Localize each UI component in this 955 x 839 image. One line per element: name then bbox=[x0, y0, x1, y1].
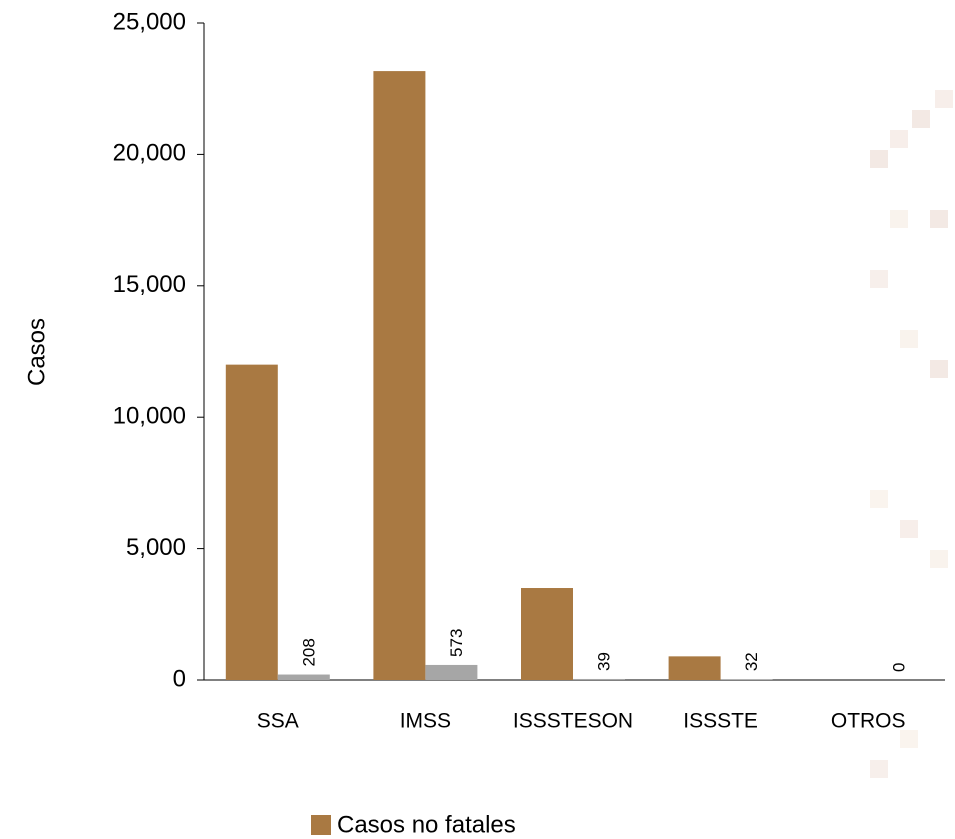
bar bbox=[226, 365, 278, 680]
bar bbox=[521, 588, 573, 680]
y-tick-label: 15,000 bbox=[113, 271, 186, 298]
y-tick-label: 0 bbox=[173, 665, 186, 692]
data-label: 32 bbox=[742, 652, 761, 671]
legend-swatch bbox=[311, 815, 331, 835]
y-tick-label: 20,000 bbox=[113, 140, 186, 167]
background-pattern bbox=[870, 90, 953, 778]
bar bbox=[373, 71, 425, 680]
y-tick-label: 10,000 bbox=[113, 403, 186, 430]
bar bbox=[573, 679, 625, 680]
bar bbox=[721, 679, 773, 680]
data-label: 39 bbox=[594, 652, 613, 671]
y-axis-label: Casos bbox=[23, 318, 50, 386]
y-tick-label: 5,000 bbox=[126, 534, 186, 561]
x-tick-label: OTROS bbox=[831, 710, 906, 733]
x-tick-label: SSA bbox=[257, 710, 299, 733]
bar bbox=[669, 656, 721, 680]
x-tick-label: IMSS bbox=[400, 710, 451, 733]
bar bbox=[278, 675, 330, 680]
legend-label: Casos no fatales bbox=[337, 811, 516, 838]
x-tick-label: ISSSTE bbox=[683, 710, 758, 733]
chart: Casos 0 5,000 10,000 15,000 20,000 25,000 SSA 2… bbox=[0, 0, 955, 839]
y-tick-label: 25,000 bbox=[113, 8, 186, 35]
x-tick-label: ISSSTESON bbox=[513, 710, 633, 733]
data-label: 0 bbox=[890, 663, 909, 672]
bar bbox=[425, 665, 477, 680]
data-label: 208 bbox=[299, 638, 318, 666]
data-label: 573 bbox=[447, 629, 466, 657]
